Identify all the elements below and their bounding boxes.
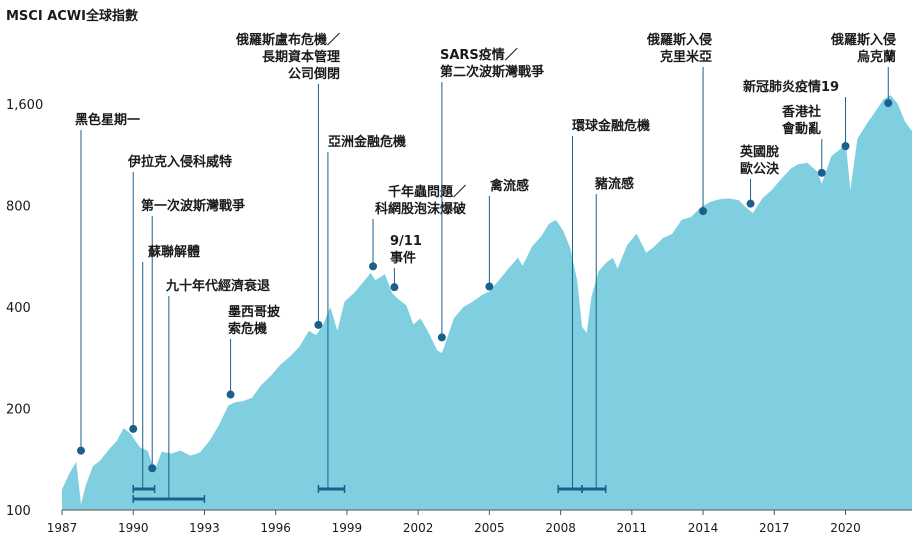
x-tick-label: 1987 <box>47 521 78 535</box>
annotation-label: 九十年代經濟衰退 <box>165 278 270 294</box>
y-tick-label: 400 <box>6 301 31 316</box>
annotation-label: 9/11 <box>390 234 422 249</box>
event-annotation: 環球金融危機 <box>557 118 650 493</box>
event-marker-dot <box>390 283 399 292</box>
event-marker-dot <box>148 464 157 473</box>
event-marker-dot <box>884 99 893 108</box>
annotation-label: 新冠肺炎疫情19 <box>743 79 839 95</box>
annotation-label: 蘇聯解體 <box>147 244 200 260</box>
index-area <box>62 95 912 510</box>
x-tick-label: 1996 <box>260 521 291 535</box>
x-tick-label: 1990 <box>118 521 149 535</box>
annotation-label: 環球金融危機 <box>572 118 650 134</box>
annotation-label: 長期資本管理 <box>262 49 340 65</box>
x-tick-label: 2014 <box>688 521 719 535</box>
annotation-label: 歐公決 <box>740 161 780 177</box>
annotation-label: 索危機 <box>228 321 267 337</box>
event-marker-dot <box>226 390 235 399</box>
x-tick-label: 2002 <box>403 521 434 535</box>
y-tick-label: 800 <box>6 200 31 215</box>
event-marker-dot <box>699 207 708 216</box>
annotation-label: 俄羅斯入侵 <box>646 32 712 48</box>
event-marker-dot <box>437 333 446 342</box>
event-marker-dot <box>746 199 755 208</box>
annotation-label: 科網股泡沫爆破 <box>375 201 466 217</box>
annotation-label: 英國脫 <box>739 144 780 160</box>
annotation-label: 墨西哥披 <box>228 304 281 320</box>
y-tick-label: 200 <box>6 403 31 418</box>
event-annotation: 第一次波斯灣戰爭 <box>141 198 245 473</box>
annotation-label: 千年蟲問題／ <box>388 184 466 200</box>
annotation-label: 事件 <box>390 250 416 266</box>
event-annotation: 千年蟲問題／科網股泡沫爆破 <box>369 184 466 271</box>
annotation-label: 會動亂 <box>782 121 821 137</box>
event-annotation: 蘇聯解體 <box>132 244 200 493</box>
annotation-label: 俄羅斯入侵 <box>830 32 896 48</box>
annotation-label: 俄羅斯盧布危機／ <box>235 32 340 48</box>
annotation-label: 豬流感 <box>594 176 634 192</box>
annotation-label: 克里米亞 <box>660 49 712 65</box>
event-annotation: 九十年代經濟衰退 <box>132 278 270 503</box>
annotation-label: 香港社 <box>781 104 821 120</box>
event-marker-dot <box>369 262 378 271</box>
annotation-label: 烏克蘭 <box>857 49 896 65</box>
y-tick-label: 1,600 <box>6 98 43 113</box>
annotation-label: 第二次波斯灣戰爭 <box>440 64 544 80</box>
chart-title: MSCI ACWI全球指數 <box>6 8 138 24</box>
event-marker-dot <box>314 320 323 329</box>
annotation-label: 伊拉克入侵科威特 <box>127 154 232 170</box>
x-tick-label: 1993 <box>189 521 220 535</box>
event-annotation: SARS疫情／第二次波斯灣戰爭 <box>437 47 544 342</box>
event-annotation: 豬流感 <box>581 176 634 493</box>
annotation-label: 亞洲金融危機 <box>328 134 406 150</box>
x-tick-label: 1999 <box>332 521 363 535</box>
annotation-label: 黑色星期一 <box>75 112 140 128</box>
chart-marks: 100 200 400 800 1,600 1987 1990 1993 1996 1999 200… <box>6 32 912 535</box>
event-annotation: 亞洲金融危機 <box>317 134 406 493</box>
event-annotation: 新冠肺炎疫情19 <box>743 79 850 151</box>
x-tick-label: 2008 <box>545 521 576 535</box>
event-annotation: 黑色星期一 <box>75 112 140 455</box>
annotation-label: 禽流感 <box>489 178 529 194</box>
annotation-label: 第一次波斯灣戰爭 <box>141 198 245 214</box>
event-marker-dot <box>841 142 850 151</box>
event-marker-dot <box>76 446 85 455</box>
y-tick-label: 100 <box>6 504 31 519</box>
event-marker-dot <box>817 168 826 177</box>
event-marker-dot <box>485 282 494 291</box>
x-tick-label: 2011 <box>617 521 648 535</box>
event-marker-dot <box>129 424 138 433</box>
x-tick-label: 2017 <box>759 521 790 535</box>
event-annotation: 禽流感 <box>485 178 529 291</box>
annotation-label: SARS疫情／ <box>440 47 518 63</box>
event-annotation: 伊拉克入侵科威特 <box>127 154 232 433</box>
annotation-label: 公司倒閉 <box>288 66 340 82</box>
x-tick-label: 2005 <box>474 521 505 535</box>
x-tick-label: 2020 <box>830 521 861 535</box>
